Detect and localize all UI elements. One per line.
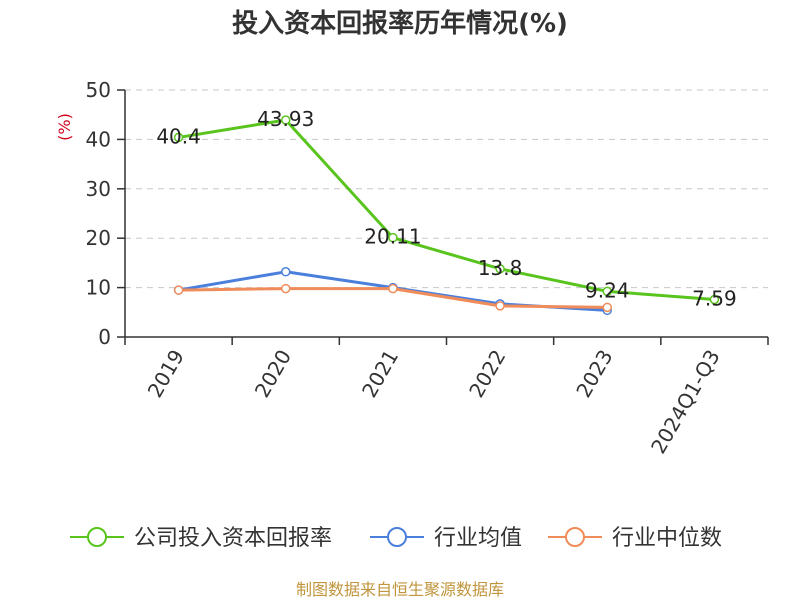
data-labels: 40.4 43.93 20.11 13.8 9.24 7.59 xyxy=(156,107,736,311)
legend-marker-2 xyxy=(565,527,585,547)
series-0-point-4 xyxy=(602,286,612,297)
series-0-point-5 xyxy=(709,294,720,305)
series-2-point-4 xyxy=(602,302,612,313)
legend-item-2: 行业中位数 xyxy=(548,526,722,551)
data-label-1: 43.93 xyxy=(257,107,314,131)
legend-item-0: 公司投入资本回报率 xyxy=(70,526,332,551)
legend-marker-0 xyxy=(87,527,107,547)
y-tick-label-4: 40 xyxy=(86,127,111,151)
series-2 xyxy=(173,283,612,313)
data-label-5: 7.59 xyxy=(692,287,737,311)
data-label-0: 40.4 xyxy=(156,124,201,148)
x-tick-label-3: 2022 xyxy=(464,346,510,402)
series-1-point-1 xyxy=(281,267,291,277)
x-tick-label-4: 2023 xyxy=(571,346,617,402)
series-0-point-1 xyxy=(281,115,291,125)
y-tick-label-0: 0 xyxy=(98,325,111,349)
series-0 xyxy=(173,115,720,305)
data-label-2: 20.11 xyxy=(364,225,421,249)
legend-label-0: 公司投入资本回报率 xyxy=(134,526,332,551)
x-tick-label-0: 2019 xyxy=(143,346,189,402)
legend-label-1: 行业均值 xyxy=(434,526,522,551)
legend-marker-1 xyxy=(387,527,407,547)
y-tick-label-1: 10 xyxy=(86,276,111,300)
legend-label-2: 行业中位数 xyxy=(612,526,722,551)
x-tick-label-1: 2020 xyxy=(250,346,296,402)
y-tick-label-3: 30 xyxy=(86,177,111,201)
series-line-0 xyxy=(178,118,715,302)
y-axis-unit: (%) xyxy=(55,113,74,141)
legend-item-1: 行业均值 xyxy=(370,526,522,551)
series-group xyxy=(173,115,720,316)
series-0-point-3 xyxy=(495,264,505,274)
x-tick-label-5: 2024Q1-Q3 xyxy=(646,346,725,458)
data-label-4: 9.24 xyxy=(585,278,630,302)
y-tick-label-5: 50 xyxy=(86,78,111,102)
chart-title: 投入资本回报率历年情况(%) xyxy=(232,8,568,39)
x-tick-label-2: 2021 xyxy=(357,346,403,402)
series-2-point-3 xyxy=(495,301,505,311)
series-0-point-2 xyxy=(388,232,398,243)
data-label-3: 13.8 xyxy=(478,256,523,280)
series-2-point-2 xyxy=(388,283,398,294)
grid-lines xyxy=(125,89,768,289)
legend: 公司投入资本回报率 行业均值 行业中位数 xyxy=(70,526,722,551)
y-tick-label-2: 20 xyxy=(86,226,111,250)
series-0-point-0 xyxy=(173,132,184,143)
series-2-point-0 xyxy=(173,285,184,295)
source-note: 制图数据来自恒生聚源数据库 xyxy=(296,580,504,599)
series-2-point-1 xyxy=(281,283,291,294)
